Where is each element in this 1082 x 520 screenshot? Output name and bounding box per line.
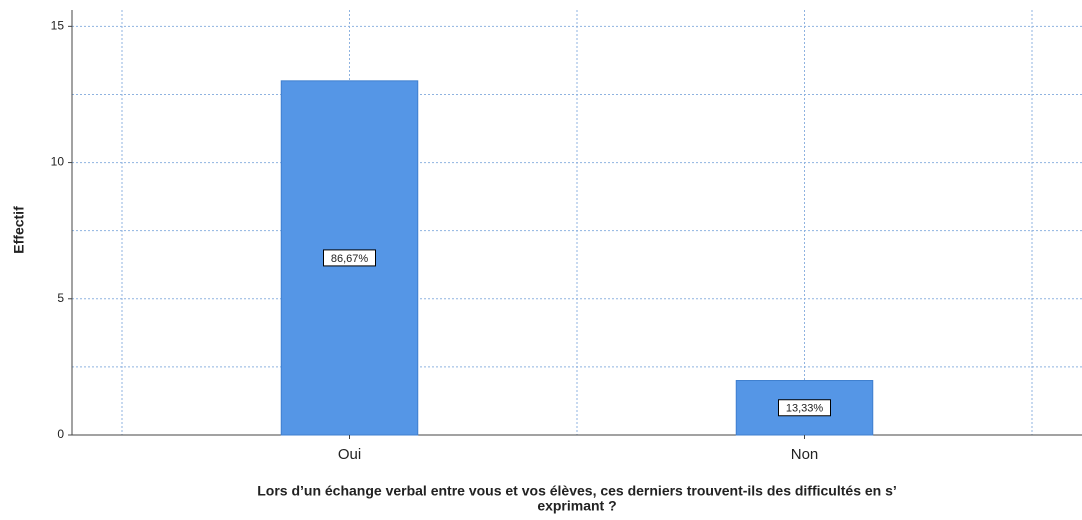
x-tick-label: Non [791, 446, 819, 463]
data-label: 86,67% [331, 253, 369, 265]
x-tick-label: Oui [338, 446, 361, 463]
y-tick-label: 0 [57, 427, 64, 441]
y-tick-label: 10 [51, 155, 65, 169]
data-label-box [778, 399, 831, 417]
data-label-box [323, 249, 376, 267]
y-axis-label: Effectif [11, 206, 27, 254]
data-label: 13,33% [786, 403, 824, 415]
x-axis-label: exprimant ? [537, 498, 616, 514]
y-tick-label: 15 [51, 19, 65, 33]
x-axis-label: Lors d’un échange verbal entre vous et v… [257, 483, 897, 499]
y-tick-label: 5 [57, 291, 64, 305]
